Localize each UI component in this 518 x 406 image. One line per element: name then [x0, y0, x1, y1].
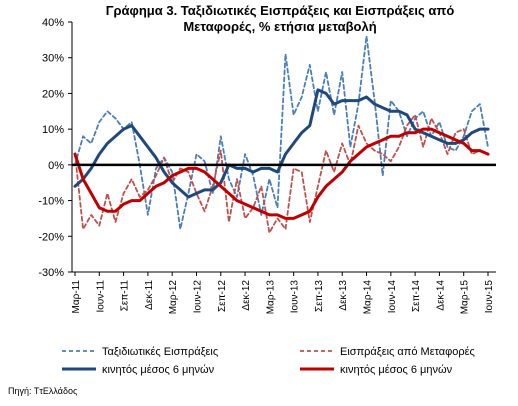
x-tick-label: Δεκ-12: [241, 280, 252, 311]
chart-title-line-1: Γράφημα 3. Ταξιδιωτικές Εισπράξεις και Ε…: [105, 3, 455, 18]
series-line-1: [74, 35, 489, 230]
x-tick-label: Ιουν-15: [484, 280, 495, 314]
chart-title: Γράφημα 3. Ταξιδιωτικές Εισπράξεις και Ε…: [60, 3, 500, 35]
x-tick-label: Μαρ-13: [265, 280, 276, 315]
y-tick-label: 10%: [42, 124, 64, 136]
x-tick-label: Ιουν-11: [95, 280, 106, 313]
x-tick-label: Μαρ-14: [363, 280, 374, 315]
source-note: Πηγή: ΤτΕλλάδος: [8, 386, 78, 396]
y-tick-label: -30%: [38, 267, 64, 279]
y-tick-label: -20%: [38, 231, 64, 243]
x-tick-label: Δεκ-14: [435, 280, 446, 311]
x-tick-label: Μαρ-15: [460, 280, 471, 315]
legend-label-2: Εισπράξεις από Μεταφορές: [340, 346, 475, 358]
x-tick-label: Μαρ-11: [71, 280, 82, 314]
x-tick-label: Δεκ-11: [144, 280, 155, 310]
x-tick-label: Ιουν-14: [387, 280, 398, 314]
y-tick-label: 20%: [42, 88, 64, 100]
x-tick-label: Ιουν-13: [290, 280, 301, 314]
x-tick-label: Σεπ-14: [411, 280, 422, 312]
x-tick-label: Σεπ-13: [314, 280, 325, 312]
y-tick-label: 30%: [42, 53, 64, 65]
y-tick-label: 0%: [48, 160, 64, 172]
x-tick-label: Ιουν-12: [192, 280, 203, 314]
legend-label-1: Ταξιδιωτικές Εισπράξεις: [102, 346, 218, 358]
series-line-4: [73, 127, 490, 220]
chart-title-line-2: Μεταφορές, % ετήσια μεταβολή: [183, 19, 377, 34]
x-tick-label: Δεκ-13: [338, 280, 349, 311]
y-tick-label: 40%: [42, 17, 64, 29]
legend-label-3: κινητός μέσος 6 μηνών: [102, 364, 215, 376]
y-tick-label: -10%: [38, 196, 64, 208]
legend-label-4: κινητός μέσος 6 μηνών: [340, 364, 453, 376]
x-tick-label: Σεπ-11: [120, 280, 131, 312]
x-tick-label: Μαρ-12: [168, 280, 179, 315]
x-tick-label: Σεπ-12: [217, 280, 228, 312]
